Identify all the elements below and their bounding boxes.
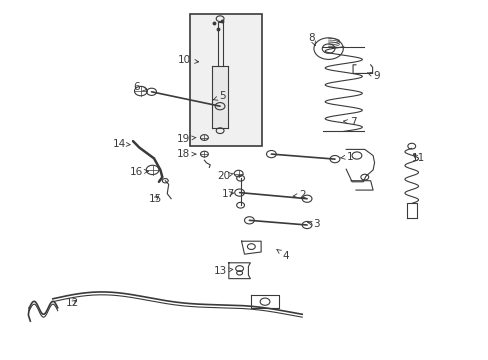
- Text: 17: 17: [222, 189, 235, 199]
- Text: 2: 2: [292, 190, 305, 200]
- Text: 7: 7: [343, 117, 356, 127]
- Text: 13: 13: [213, 266, 232, 276]
- Text: 15: 15: [148, 194, 162, 204]
- Text: 8: 8: [308, 33, 315, 46]
- Text: 9: 9: [367, 71, 379, 81]
- Text: 20: 20: [217, 171, 233, 181]
- Bar: [189, 14, 262, 146]
- Bar: [212, 66, 227, 128]
- Text: 4: 4: [276, 249, 288, 261]
- Text: 19: 19: [176, 134, 195, 144]
- Text: 16: 16: [129, 167, 148, 177]
- Text: 5: 5: [213, 91, 225, 102]
- Text: 11: 11: [410, 153, 424, 163]
- Text: 6: 6: [133, 82, 147, 92]
- Text: 1: 1: [340, 152, 352, 162]
- Text: 12: 12: [65, 298, 79, 308]
- Text: 14: 14: [113, 139, 130, 149]
- Text: 10: 10: [178, 55, 198, 66]
- Text: 18: 18: [176, 149, 195, 159]
- Text: 3: 3: [307, 219, 320, 229]
